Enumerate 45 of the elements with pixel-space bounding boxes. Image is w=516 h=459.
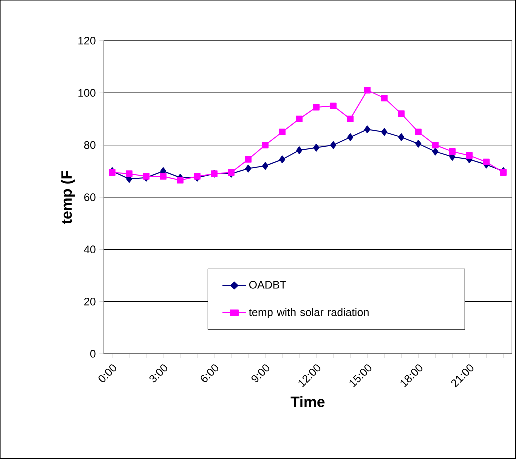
x-tick-label: 0:00 <box>98 364 117 382</box>
y-axis-title: temp (F <box>61 171 76 224</box>
y-tick-label: 60 <box>84 194 96 202</box>
point <box>262 142 269 149</box>
x-tick-label: 3:00 <box>150 364 168 383</box>
point <box>296 146 303 154</box>
point <box>245 156 252 163</box>
y-tick-label: 0 <box>90 350 96 358</box>
x-axis-title: Time <box>290 396 325 408</box>
point <box>347 134 354 142</box>
point <box>382 128 388 136</box>
y-tick-label: 20 <box>84 298 96 306</box>
point <box>330 102 337 110</box>
point <box>415 128 422 136</box>
y-tick-label: 100 <box>78 89 96 97</box>
point <box>347 116 354 122</box>
point <box>483 158 490 166</box>
y-tick-label: 80 <box>84 141 96 150</box>
point <box>364 87 371 94</box>
point <box>432 148 439 156</box>
point <box>279 128 286 136</box>
point <box>449 148 456 156</box>
point <box>432 142 439 149</box>
x-tick-label: 9:00 <box>252 364 270 383</box>
x-tick-label: 6:00 <box>200 364 219 382</box>
point <box>313 104 320 111</box>
legend-label: OADBT <box>249 281 286 289</box>
y-tick-label: 40 <box>84 246 96 254</box>
point <box>381 95 388 102</box>
point <box>313 144 320 152</box>
point <box>416 140 422 148</box>
point <box>296 116 303 122</box>
point <box>160 173 167 180</box>
point <box>466 152 473 160</box>
point <box>330 141 337 150</box>
point <box>262 162 269 170</box>
point <box>364 126 371 134</box>
point <box>126 170 133 178</box>
legend-label: temp with solar radiation <box>249 308 369 319</box>
point <box>245 164 252 173</box>
point <box>177 177 184 184</box>
point <box>398 110 405 118</box>
point <box>398 134 405 142</box>
point <box>279 156 286 164</box>
y-tick-label: 120 <box>78 37 96 45</box>
